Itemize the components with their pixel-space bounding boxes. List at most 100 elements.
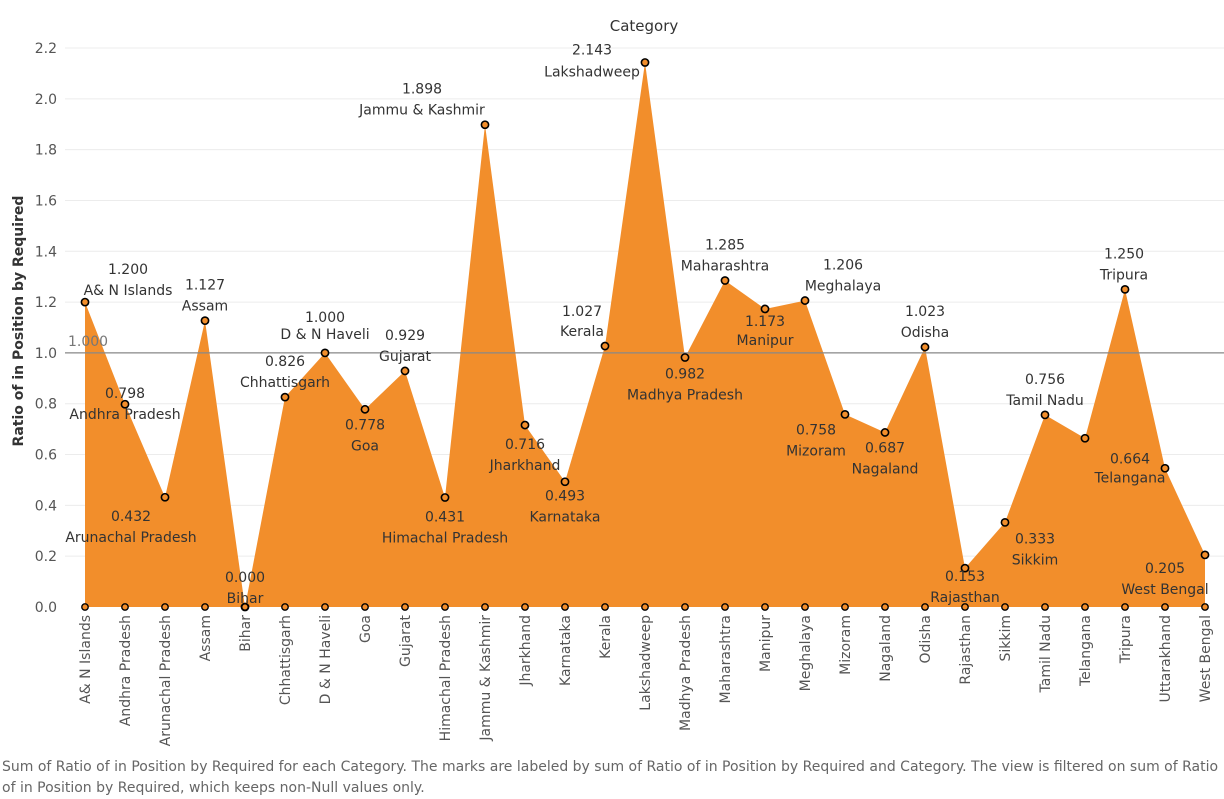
data-category-label: Goa bbox=[351, 438, 379, 454]
y-tick-label: 0.2 bbox=[35, 549, 57, 565]
data-value-label: 0.431 bbox=[425, 509, 465, 525]
x-tick-label: Nagaland bbox=[878, 615, 894, 682]
data-category-label: Tripura bbox=[1099, 267, 1148, 283]
y-tick-label: 0.4 bbox=[35, 498, 57, 514]
data-value-label: 1.000 bbox=[305, 310, 345, 326]
data-value-label: 0.687 bbox=[865, 440, 905, 456]
baseline-point bbox=[81, 603, 89, 611]
data-value-label: 0.756 bbox=[1025, 372, 1065, 388]
x-tick-label: Arunachal Pradesh bbox=[158, 615, 174, 746]
data-point bbox=[1000, 517, 1010, 527]
data-category-label: Odisha bbox=[901, 325, 950, 341]
x-axis: A& N Islands Andhra Pradesh Arunachal Prad… bbox=[78, 614, 1214, 746]
data-value-label: 0.982 bbox=[665, 366, 705, 382]
data-point bbox=[1080, 433, 1090, 443]
y-tick-label: 2.2 bbox=[35, 41, 57, 57]
reference-line-label: 1.000 bbox=[68, 334, 108, 350]
x-tick-label: Mizoram bbox=[838, 615, 854, 675]
data-value-label: 0.929 bbox=[385, 328, 425, 344]
baseline-point bbox=[1041, 603, 1049, 611]
data-value-label: 1.285 bbox=[705, 237, 745, 253]
data-category-label: Meghalaya bbox=[805, 279, 881, 295]
data-category-label: Karnataka bbox=[530, 510, 601, 526]
x-tick-label: Kerala bbox=[598, 615, 614, 659]
reference-line-group: 1.000 bbox=[65, 334, 1224, 354]
data-point bbox=[640, 58, 650, 67]
x-tick-label: A& N Islands bbox=[78, 615, 94, 704]
baseline-point bbox=[1001, 603, 1009, 611]
data-point bbox=[1200, 550, 1210, 560]
data-point bbox=[360, 404, 370, 414]
data-category-label: West Bengal bbox=[1121, 582, 1208, 598]
x-tick-label: Uttarakhand bbox=[1158, 615, 1174, 702]
baseline-point bbox=[201, 603, 209, 611]
x-tick-label: Madhya Pradesh bbox=[678, 615, 694, 731]
baseline-point bbox=[481, 603, 489, 611]
x-tick-label: D & N Haveli bbox=[318, 615, 334, 704]
x-tick-label: Manipur bbox=[758, 615, 774, 672]
data-category-label: A& N Islands bbox=[84, 283, 173, 299]
data-value-label: 1.200 bbox=[108, 262, 148, 278]
data-category-label: Tamil Nadu bbox=[1005, 393, 1084, 409]
y-tick-label: 1.2 bbox=[35, 295, 57, 311]
data-point bbox=[840, 409, 850, 419]
x-tick-label: Lakshadweep bbox=[638, 615, 654, 711]
data-value-label: 1.127 bbox=[185, 278, 225, 294]
data-point bbox=[600, 341, 610, 351]
data-value-label: 1.023 bbox=[905, 304, 945, 320]
x-tick-label: Tamil Nadu bbox=[1038, 615, 1054, 694]
data-category-label: Rajasthan bbox=[930, 590, 1000, 606]
x-tick-label: Jharkhand bbox=[518, 615, 534, 687]
x-tick-label: Chhattisgarh bbox=[278, 615, 294, 705]
area-fill bbox=[85, 62, 1205, 608]
data-category-label: Maharashtra bbox=[681, 258, 769, 274]
baseline-point bbox=[881, 603, 889, 611]
data-category-label: Arunachal Pradesh bbox=[65, 530, 196, 546]
data-category-label: Jammu & Kashmir bbox=[358, 103, 485, 119]
data-point bbox=[800, 296, 810, 305]
baseline-point bbox=[641, 603, 649, 611]
data-value-label: 1.250 bbox=[1104, 246, 1144, 262]
baseline-point bbox=[241, 603, 249, 611]
y-tick-label: 0.8 bbox=[35, 397, 57, 413]
data-category-label: Kerala bbox=[560, 324, 604, 340]
data-point bbox=[480, 120, 490, 130]
x-tick-label: Tripura bbox=[1118, 615, 1134, 664]
baseline-point bbox=[1121, 603, 1129, 611]
chart-caption: Sum of Ratio of in Position by Required … bbox=[2, 759, 1219, 796]
data-category-label: D & N Haveli bbox=[280, 327, 369, 343]
x-tick-label: Assam bbox=[198, 615, 214, 661]
data-value-label: 0.798 bbox=[105, 386, 145, 402]
data-category-label: Himachal Pradesh bbox=[382, 530, 508, 546]
x-tick-label: Goa bbox=[358, 615, 374, 643]
data-value-label: 0.493 bbox=[545, 489, 585, 505]
y-tick-label: 1.6 bbox=[35, 193, 57, 209]
data-labels: 1.200 A& N Islands 0.798 Andhra Pradesh 0.43… bbox=[65, 42, 1208, 607]
baseline-point bbox=[1201, 603, 1209, 611]
x-tick-label: Andhra Pradesh bbox=[118, 615, 134, 726]
data-category-label: Madhya Pradesh bbox=[627, 387, 743, 403]
baseline-point bbox=[161, 603, 169, 611]
data-point bbox=[880, 428, 890, 437]
data-point bbox=[440, 493, 450, 502]
area-series bbox=[85, 62, 1205, 608]
data-value-label: 2.143 bbox=[572, 42, 612, 58]
x-tick-label: Himachal Pradesh bbox=[438, 615, 454, 741]
data-category-label: Manipur bbox=[737, 333, 794, 349]
x-tick-label: Bihar bbox=[238, 615, 254, 652]
y-tick-label: 1.8 bbox=[35, 143, 57, 159]
data-point bbox=[920, 342, 930, 352]
baseline-point bbox=[801, 603, 809, 611]
x-tick-label: Gujarat bbox=[398, 614, 414, 667]
data-value-label: 1.206 bbox=[823, 258, 863, 274]
data-category-label: Nagaland bbox=[852, 461, 919, 477]
data-value-label: 0.716 bbox=[505, 437, 545, 453]
data-point bbox=[720, 276, 730, 285]
data-category-label: Jharkhand bbox=[489, 458, 561, 474]
baseline-point bbox=[121, 603, 129, 611]
baseline-point bbox=[761, 603, 769, 611]
data-point bbox=[320, 348, 330, 358]
data-category-label: Lakshadweep bbox=[544, 64, 640, 80]
chart-title: Category bbox=[610, 17, 679, 35]
data-point bbox=[520, 420, 530, 430]
